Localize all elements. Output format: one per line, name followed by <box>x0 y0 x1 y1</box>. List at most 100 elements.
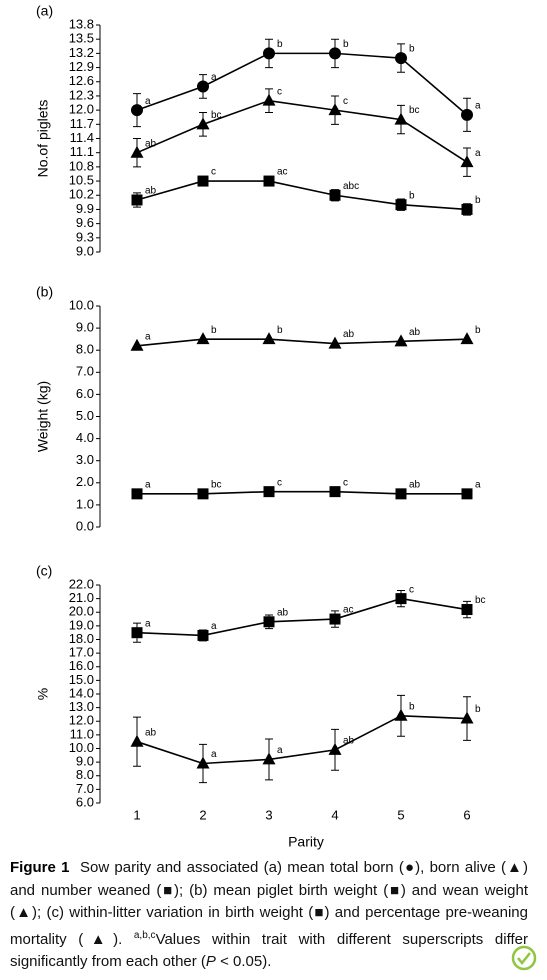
significance-letter: bc <box>211 110 222 121</box>
significance-letter: ab <box>277 607 289 618</box>
significance-letter: ac <box>277 167 288 178</box>
marker <box>329 189 341 201</box>
marker <box>131 104 143 117</box>
significance-letter: b <box>277 325 283 336</box>
panel-label: (c) <box>36 563 52 579</box>
y-tick-label: 19.0 <box>69 617 94 632</box>
marker <box>394 708 408 721</box>
significance-letter: c <box>343 477 348 488</box>
significance-letter: a <box>475 148 481 159</box>
caption-text: Values within trait with different super… <box>10 930 528 971</box>
significance-letter: b <box>475 704 481 715</box>
significance-letter: c <box>211 167 216 178</box>
significance-letter: a <box>145 479 151 490</box>
y-tick-label: 11.1 <box>70 144 94 159</box>
y-tick-label: 12.9 <box>69 59 94 74</box>
y-tick-label: 10.8 <box>69 158 94 173</box>
y-tick-label: 0.0 <box>76 518 94 533</box>
marker <box>263 486 275 498</box>
y-tick-label: 10.2 <box>69 187 94 202</box>
series-line <box>136 52 468 116</box>
y-tick-label: 12.6 <box>69 73 94 88</box>
y-tick-label: 3.0 <box>76 452 94 467</box>
series-line <box>136 597 468 637</box>
y-tick-label: 2.0 <box>76 474 94 489</box>
y-axis-title: % <box>35 688 51 700</box>
x-tick-label: 4 <box>331 807 338 822</box>
marker <box>262 93 276 106</box>
y-tick-label: 11.4 <box>70 130 94 145</box>
marker <box>130 734 144 747</box>
significance-letter: a <box>277 745 283 756</box>
significance-letter: bc <box>475 595 486 606</box>
significance-letter: a <box>145 331 151 342</box>
y-tick-label: 4.0 <box>76 430 94 445</box>
caption-superscript: a,b,c <box>133 929 156 941</box>
y-tick-label: 9.0 <box>76 243 94 258</box>
chart: (a)No.of piglets9.09.39.69.910.210.510.8… <box>35 3 486 850</box>
marker <box>460 155 474 168</box>
y-tick-label: 12.0 <box>69 102 94 117</box>
significance-letter: a <box>211 749 217 760</box>
marker <box>461 108 473 121</box>
significance-letter: b <box>211 325 217 336</box>
y-tick-label: 8.0 <box>76 767 94 782</box>
caption-text: Sow parity and associated (a) mean total… <box>10 859 528 948</box>
significance-letter: c <box>409 584 414 595</box>
x-tick-label: 1 <box>133 807 140 822</box>
y-tick-label: 10.0 <box>69 297 94 312</box>
significance-letter: a <box>475 479 481 490</box>
marker <box>131 194 143 206</box>
x-axis-title: Parity <box>288 834 324 850</box>
significance-letter: bc <box>409 105 420 116</box>
y-tick-label: 13.2 <box>69 45 94 60</box>
marker <box>461 203 473 215</box>
y-tick-label: 13.5 <box>69 31 94 46</box>
y-tick-label: 6.0 <box>76 794 94 809</box>
significance-letter: b <box>475 325 481 336</box>
marker <box>329 486 341 498</box>
y-axis-title: No.of piglets <box>35 100 51 178</box>
marker <box>395 52 407 65</box>
significance-letter: c <box>343 96 348 107</box>
y-tick-label: 9.6 <box>76 215 94 230</box>
y-tick-label: 6.0 <box>76 386 94 401</box>
y-tick-label: 14.0 <box>69 685 94 700</box>
significance-letter: ab <box>343 329 355 340</box>
significance-letter: a <box>211 621 217 632</box>
y-tick-label: 9.9 <box>76 201 94 216</box>
y-tick-label: 13.0 <box>69 699 94 714</box>
significance-letter: a <box>211 72 217 83</box>
marker <box>197 629 209 641</box>
significance-letter: ab <box>145 186 157 197</box>
y-tick-label: 16.0 <box>69 658 94 673</box>
marker <box>460 332 474 345</box>
y-tick-label: 13.8 <box>69 16 94 31</box>
y-tick-label: 11.7 <box>70 116 94 131</box>
marker <box>196 756 210 769</box>
marker <box>263 616 275 628</box>
series-line <box>136 180 468 211</box>
significance-letter: ab <box>409 479 421 490</box>
marker <box>461 488 473 500</box>
marker <box>263 175 275 187</box>
marker <box>131 627 143 639</box>
significance-letter: b <box>475 195 481 206</box>
significance-letter: ac <box>343 605 354 616</box>
marker <box>196 332 210 345</box>
marker <box>329 47 341 60</box>
y-tick-label: 9.3 <box>76 229 94 244</box>
y-tick-label: 20.0 <box>69 604 94 619</box>
marker <box>130 338 144 351</box>
significance-letter: b <box>409 44 415 55</box>
significance-letter: c <box>277 86 282 97</box>
marker <box>328 103 342 116</box>
y-tick-label: 18.0 <box>69 631 94 646</box>
marker <box>263 47 275 60</box>
y-axis-title: Weight (kg) <box>35 381 51 452</box>
marker <box>394 334 408 347</box>
y-tick-label: 12.0 <box>69 713 94 728</box>
x-tick-label: 5 <box>397 807 404 822</box>
significance-letter: ab <box>343 736 355 747</box>
